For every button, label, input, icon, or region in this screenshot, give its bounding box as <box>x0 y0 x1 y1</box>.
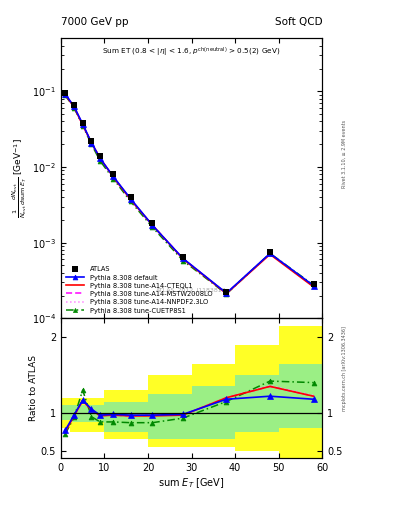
Point <box>127 193 134 201</box>
Text: Rivet 3.1.10, ≥ 2.9M events: Rivet 3.1.10, ≥ 2.9M events <box>342 119 347 188</box>
Text: Soft QCD: Soft QCD <box>275 16 322 27</box>
Point <box>88 137 95 145</box>
Point <box>97 152 103 160</box>
Point <box>71 101 77 110</box>
Point <box>110 170 116 178</box>
Y-axis label: Ratio to ATLAS: Ratio to ATLAS <box>29 355 38 421</box>
Text: Sum ET (0.8 < $|\eta|$ < 1.6, $p^\mathrm{ch(neutral)}$ > 0.5(2) GeV): Sum ET (0.8 < $|\eta|$ < 1.6, $p^\mathrm… <box>103 46 281 59</box>
Point <box>62 89 68 97</box>
Text: ATLAS_2012_I1183818: ATLAS_2012_I1183818 <box>156 287 227 293</box>
Point <box>149 219 156 227</box>
Legend: ATLAS, Pythia 8.308 default, Pythia 8.308 tune-A14-CTEQL1, Pythia 8.308 tune-A14: ATLAS, Pythia 8.308 default, Pythia 8.30… <box>64 265 213 315</box>
Point <box>223 288 230 296</box>
Point <box>180 253 186 261</box>
Point <box>267 248 273 256</box>
X-axis label: sum $E_T$ [GeV]: sum $E_T$ [GeV] <box>158 476 225 489</box>
Point <box>79 119 86 127</box>
Text: mcplots.cern.ch [arXiv:1306.3436]: mcplots.cern.ch [arXiv:1306.3436] <box>342 326 347 411</box>
Point <box>310 281 317 289</box>
Y-axis label: $\frac{1}{N_\mathrm{evt}}\frac{dN_\mathrm{evt}}{d\mathrm{sum}\ E_T}\ [\mathrm{Ge: $\frac{1}{N_\mathrm{evt}}\frac{dN_\mathr… <box>10 138 29 218</box>
Text: 7000 GeV pp: 7000 GeV pp <box>61 16 129 27</box>
